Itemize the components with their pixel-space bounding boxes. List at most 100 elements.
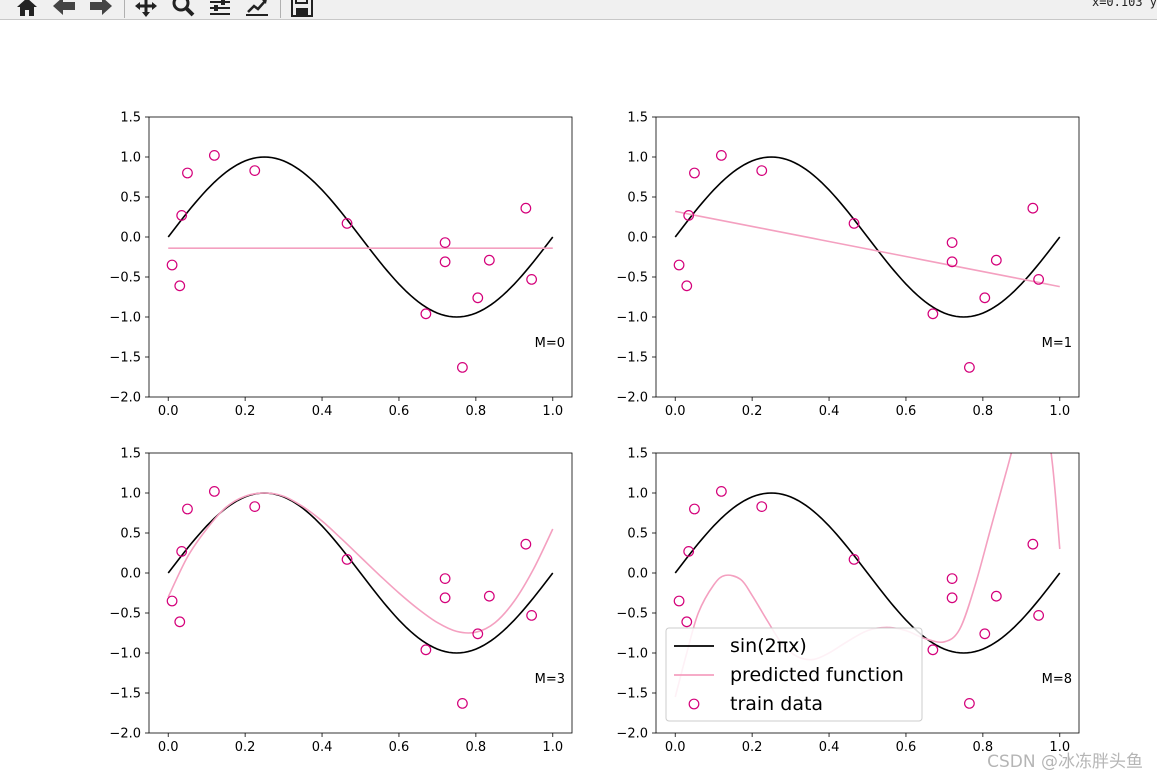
watermark: CSDN @冰冻胖头鱼 <box>987 752 1143 772</box>
toolbar: x=0.103 y <box>0 0 1157 20</box>
y-tick-label: 1.0 <box>627 151 648 166</box>
x-tick-label: 0.0 <box>158 404 179 419</box>
y-tick-label: −1.0 <box>109 311 141 326</box>
m-annotation: M=0 <box>535 336 565 351</box>
x-tick-label: 0.2 <box>742 740 763 755</box>
train-point <box>979 292 991 304</box>
train-point <box>483 254 495 266</box>
x-tick-label: 1.0 <box>542 740 563 755</box>
x-tick-label: 0.0 <box>665 740 686 755</box>
x-tick-label: 0.2 <box>235 404 256 419</box>
y-tick-label: −1.5 <box>616 351 648 366</box>
coordinate-readout: x=0.103 y <box>1091 0 1157 9</box>
train-point <box>208 486 220 497</box>
x-tick-label: 0.6 <box>389 404 410 419</box>
train-point <box>990 254 1002 266</box>
train-point <box>176 546 188 557</box>
train-point <box>946 256 958 268</box>
x-tick-label: 0.4 <box>819 740 840 755</box>
x-tick-label: 0.8 <box>466 404 487 419</box>
y-tick-label: 0.0 <box>120 567 141 582</box>
train-point <box>1033 274 1045 285</box>
train-point <box>715 149 727 161</box>
train-point <box>673 595 685 607</box>
train-point <box>715 486 727 497</box>
x-tick-label: 0.8 <box>973 404 994 419</box>
x-tick-label: 1.0 <box>1049 404 1070 419</box>
axes-frame <box>655 116 1080 398</box>
back-icon[interactable] <box>51 0 77 18</box>
y-tick-label: −1.5 <box>616 687 648 702</box>
sin-curve <box>167 156 554 318</box>
train-point <box>174 280 186 292</box>
legend: sin(2πx) predicted function train data <box>665 627 923 722</box>
train-point <box>964 698 975 709</box>
y-tick-label: 1.5 <box>627 447 648 462</box>
plot-area <box>166 149 554 373</box>
y-tick-label: −1.0 <box>109 647 141 662</box>
train-point <box>946 592 958 604</box>
train-point <box>683 546 695 557</box>
y-tick-label: 0.5 <box>627 191 648 206</box>
home-icon[interactable] <box>14 0 40 18</box>
legend-label: train data <box>730 693 823 715</box>
train-point <box>848 554 860 565</box>
y-tick-label: 0.5 <box>120 527 141 542</box>
forward-icon[interactable] <box>88 0 114 18</box>
train-point <box>166 259 178 271</box>
y-tick-label: 1.0 <box>120 151 141 166</box>
train-point <box>848 217 860 229</box>
train-point <box>182 167 193 179</box>
y-tick-label: 0.5 <box>120 191 141 206</box>
y-tick-label: −0.5 <box>109 271 141 286</box>
train-point <box>166 595 178 607</box>
train-point <box>927 308 939 320</box>
y-tick-label: 1.5 <box>120 111 141 126</box>
y-tick-label: −0.5 <box>616 271 648 286</box>
x-tick-label: 0.4 <box>312 404 333 419</box>
train-point <box>208 149 220 161</box>
subplot-2: 0.0 0.2 0.4 0.6 0.8 1.0 −2.0 −1.5 −1.0 −0.5 0.0 0.5… <box>616 111 1080 419</box>
train-point <box>927 644 939 656</box>
x-tick-label: 0.6 <box>389 740 410 755</box>
train-point <box>689 167 700 179</box>
train-point <box>689 503 700 515</box>
train-point <box>439 256 451 268</box>
train-point <box>946 573 958 584</box>
x-tick-label: 0.8 <box>973 740 994 755</box>
plot-area <box>673 149 1061 373</box>
train-point <box>439 592 451 604</box>
train-point <box>1033 610 1045 621</box>
edit-icon[interactable] <box>244 0 270 18</box>
save-icon[interactable] <box>289 0 315 18</box>
x-tick-label: 0.4 <box>312 740 333 755</box>
legend-swatch <box>688 698 700 710</box>
axes-frame <box>148 116 573 398</box>
train-point <box>526 610 538 621</box>
train-point <box>341 217 353 229</box>
train-point <box>182 503 193 515</box>
train-point <box>681 280 693 292</box>
train-point <box>756 165 768 177</box>
train-point <box>439 573 451 584</box>
train-point <box>483 590 495 602</box>
zoom-icon[interactable] <box>170 0 196 18</box>
train-point <box>457 362 468 373</box>
y-tick-label: −0.5 <box>109 607 141 622</box>
pan-icon[interactable] <box>133 0 159 18</box>
y-tick-label: −1.0 <box>616 647 648 662</box>
m-annotation: M=8 <box>1042 672 1072 687</box>
train-point <box>946 237 958 249</box>
legend-label: predicted function <box>730 664 904 686</box>
x-tick-label: 1.0 <box>542 404 563 419</box>
train-point <box>756 501 768 513</box>
subplots-icon[interactable] <box>207 0 233 18</box>
y-tick-label: −2.0 <box>109 727 141 742</box>
train-point <box>341 554 353 565</box>
sin-curve <box>167 492 554 654</box>
y-tick-label: 0.0 <box>120 231 141 246</box>
x-tick-label: 0.6 <box>896 404 917 419</box>
axes-frame <box>148 452 573 734</box>
train-point <box>249 501 261 513</box>
train-point <box>990 590 1002 602</box>
